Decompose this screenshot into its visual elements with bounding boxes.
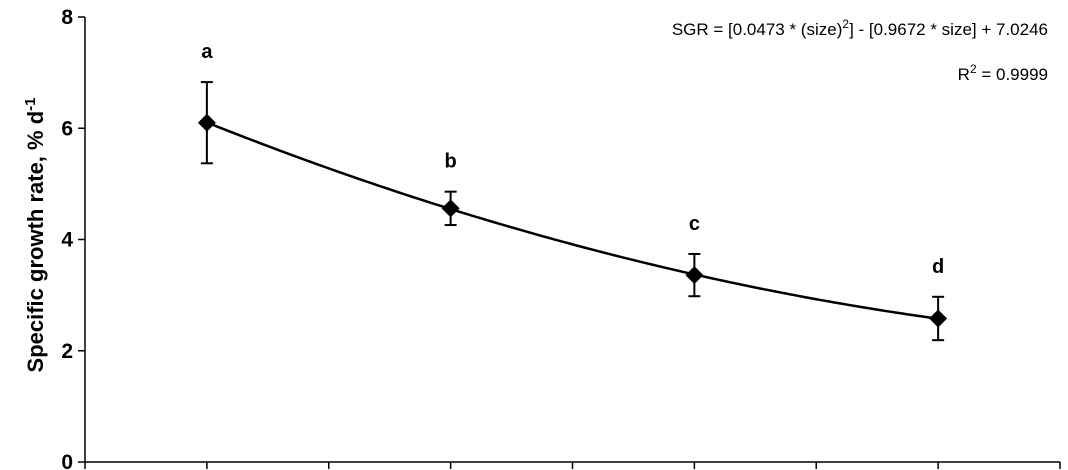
r2-superscript: 2 <box>970 62 977 76</box>
y-tick-label-8: 8 <box>61 6 73 29</box>
y-axis-title-main: Specific growth rate, % d <box>23 111 48 373</box>
significance-letters: a b c d <box>201 41 944 278</box>
y-tick-label-0: 0 <box>61 451 73 470</box>
data-point-0 <box>197 113 216 132</box>
y-ticks: 0 2 4 6 8 <box>61 6 85 470</box>
r2-prefix: R <box>958 65 970 84</box>
significance-letter-a: a <box>201 41 213 63</box>
trendline <box>206 121 939 320</box>
y-axis-title-superscript: -1 <box>22 98 39 111</box>
axes <box>84 17 1060 463</box>
x-ticks <box>84 462 1061 469</box>
equation-annotation: SGR = [0.0473 * (size)2] - [0.9672 * siz… <box>672 17 1048 39</box>
significance-letter-b: b <box>445 151 457 173</box>
equation-prefix: SGR = [0.0473 * (size) <box>672 20 843 39</box>
data-point-2 <box>685 266 704 285</box>
significance-letter-d: d <box>932 256 944 278</box>
r-squared-annotation: R2 = 0.9999 <box>958 62 1048 84</box>
r2-suffix: = 0.9999 <box>977 65 1048 84</box>
y-tick-label-6: 6 <box>61 117 73 140</box>
y-axis-title: Specific growth rate, % d-1 <box>22 98 48 373</box>
equation-suffix: ] - [0.9672 * size] + 7.0246 <box>849 20 1048 39</box>
equation-superscript: 2 <box>842 17 849 31</box>
y-tick-label-4: 4 <box>61 229 73 252</box>
y-tick-label-2: 2 <box>61 340 73 363</box>
data-points <box>197 113 948 328</box>
significance-letter-c: c <box>689 213 700 235</box>
data-point-3 <box>929 309 948 328</box>
data-point-1 <box>441 199 460 218</box>
